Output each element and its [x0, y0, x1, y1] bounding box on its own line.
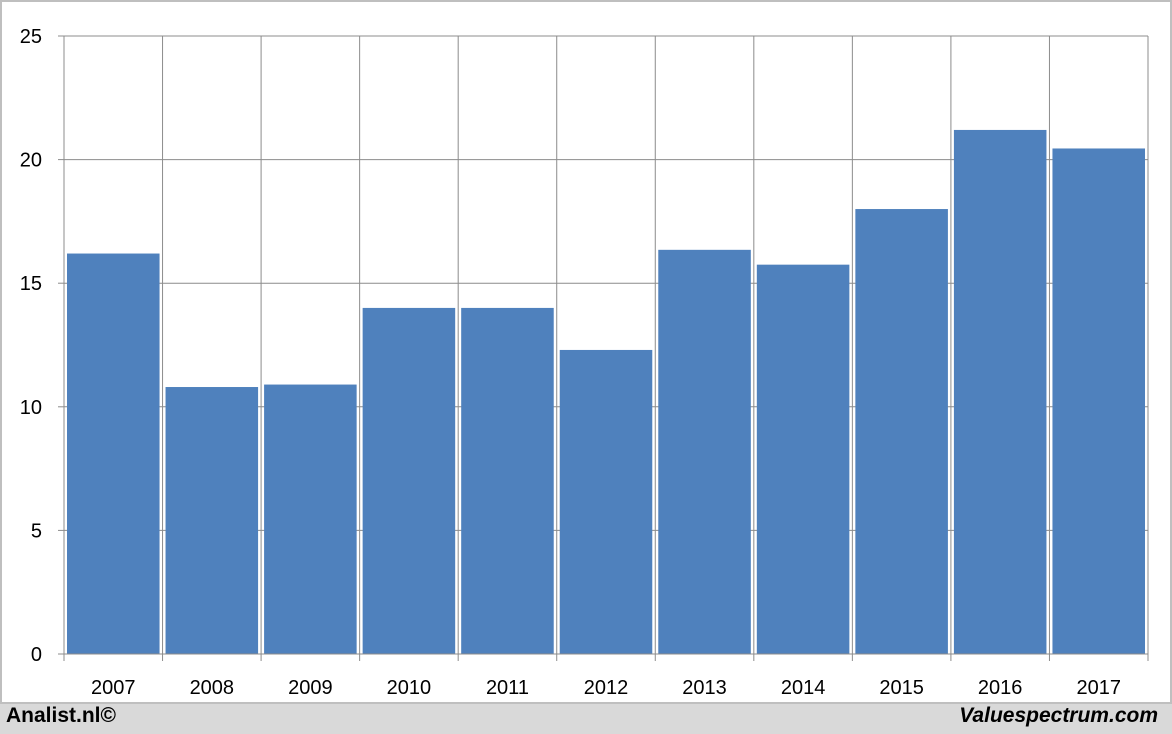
y-tick-label: 20 — [20, 150, 42, 172]
x-tick-label: 2013 — [682, 677, 727, 699]
grid — [63, 35, 1149, 655]
x-tick-label: 2015 — [879, 677, 924, 699]
x-tick-label: 2008 — [190, 677, 235, 699]
x-tick-label: 2012 — [584, 677, 629, 699]
y-tick-label: 5 — [31, 520, 42, 542]
x-tick-label: 2007 — [91, 677, 136, 699]
bar-2017 — [1052, 148, 1145, 654]
bar-2008 — [165, 387, 259, 654]
valuespectrum-credit: Valuespectrum.com — [959, 704, 1158, 727]
x-tick-label: 2016 — [978, 677, 1023, 699]
y-tick-label: 10 — [20, 397, 42, 419]
bar-chart: 0 5 10 15 20 25 2007 2008 2009 2010 2011 2012 2013 20… — [20, 26, 1149, 699]
bar-2014 — [756, 264, 850, 654]
bar-2011 — [461, 307, 554, 654]
x-tick-label: 2010 — [387, 677, 432, 699]
bar-2009 — [264, 384, 357, 654]
y-tick-label: 25 — [20, 26, 42, 48]
x-tick-label: 2014 — [781, 677, 826, 699]
x-tick-label: 2017 — [1076, 677, 1121, 699]
y-tick-label: 0 — [31, 644, 42, 666]
chart-frame: 0 5 10 15 20 25 2007 2008 2009 2010 2011 2012 2013 20… — [0, 0, 1172, 704]
y-tick-label: 15 — [20, 273, 42, 295]
axes — [58, 35, 1149, 661]
analist-credit: Analist.nl© — [6, 704, 116, 727]
bar-2010 — [362, 307, 456, 654]
bar-2015 — [855, 209, 948, 655]
bar-2012 — [559, 349, 653, 654]
bar-2016 — [953, 129, 1047, 654]
bars — [67, 129, 1145, 655]
tick-labels: 0 5 10 15 20 25 2007 2008 2009 2010 2011 2012 2013 20… — [20, 26, 1121, 699]
x-tick-label: 2011 — [486, 677, 529, 699]
x-tick-label: 2009 — [288, 677, 333, 699]
bar-2013 — [658, 249, 751, 654]
bar-2007 — [67, 253, 160, 654]
